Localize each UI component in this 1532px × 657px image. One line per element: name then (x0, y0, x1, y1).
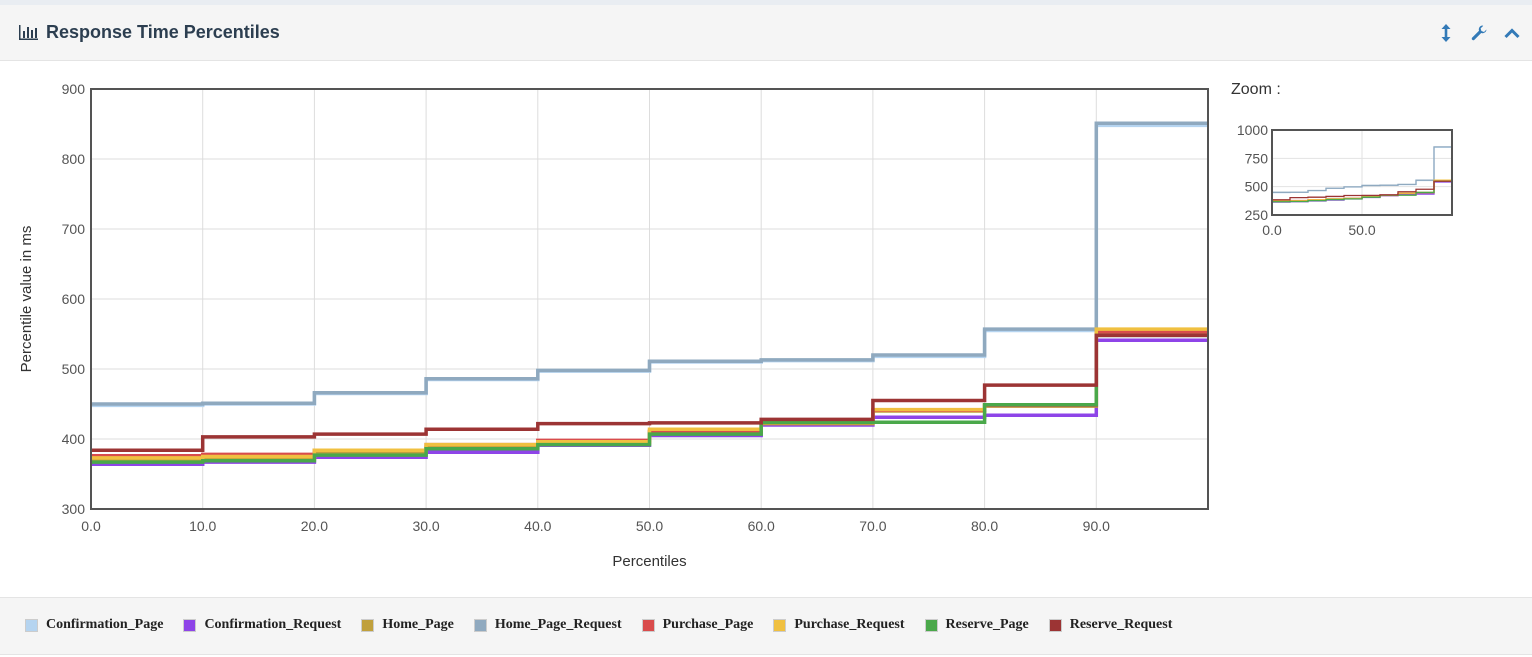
legend-label: Home_Page (382, 617, 454, 632)
legend: Confirmation_Page Confirmation_Request Hom… (0, 598, 1532, 652)
legend-swatch (25, 618, 38, 632)
percentile-chart[interactable]: 0.0 10.0 20.0 30.0 40.0 50.0 60.0 70.0 80.0 90.0 9… (0, 61, 1225, 596)
legend-swatch (924, 618, 938, 632)
legend-label: Reserve_Page (945, 617, 1029, 632)
legend-label: Confirmation_Page (46, 617, 164, 632)
legend-item-purchase-request[interactable]: Purchase_Request (773, 617, 905, 633)
legend-label: Reserve_Request (1069, 617, 1173, 632)
y-tick-label: 700 (62, 221, 86, 237)
legend-label: Purchase_Page (662, 617, 754, 632)
legend-item-confirmation-page[interactable]: Confirmation_Page (25, 617, 163, 633)
x-tick-label: 70.0 (859, 518, 886, 534)
legend-bar: Confirmation_Page Confirmation_Request Hom… (0, 597, 1532, 655)
chart-area: 0.0 10.0 20.0 30.0 40.0 50.0 60.0 70.0 80.0 90.0 9… (0, 61, 1532, 596)
legend-item-home-page-request[interactable]: Home_Page_Request (473, 617, 622, 633)
panel-tools (1423, 23, 1522, 43)
series-line-reserve-request[interactable] (91, 333, 1208, 452)
panel-header: Response Time Percentiles (0, 5, 1532, 61)
zoom-y-tick-label: 250 (1245, 207, 1269, 223)
legend-label: Home_Page_Request (494, 617, 622, 632)
x-tick-label: 40.0 (524, 518, 551, 534)
zoom-label: Zoom : (1231, 81, 1281, 98)
x-tick-label: 90.0 (1083, 518, 1110, 534)
legend-item-purchase-page[interactable]: Purchase_Page (641, 617, 754, 633)
plot-frame (90, 88, 1209, 510)
legend-swatch (473, 618, 487, 632)
zoom-frame (1271, 129, 1453, 216)
x-tick-label: 60.0 (748, 518, 775, 534)
legend-swatch (641, 618, 655, 632)
x-tick-label: 80.0 (971, 518, 998, 534)
y-tick-label: 800 (62, 151, 86, 167)
top-strip (0, 0, 1532, 5)
x-tick-label: 50.0 (636, 518, 663, 534)
x-tick-label: 10.0 (189, 518, 216, 534)
x-tick-label: 30.0 (412, 518, 439, 534)
legend-label: Confirmation_Request (204, 617, 342, 632)
legend-label: Purchase_Request (794, 617, 905, 632)
zoom-series-line-reserve-page (1272, 180, 1452, 203)
zoom-x-tick-label: 50.0 (1348, 222, 1375, 238)
zoom-series-line-reserve-request (1272, 180, 1452, 201)
x-axis-title: Percentiles (612, 553, 686, 570)
legend-item-confirmation-request[interactable]: Confirmation_Request (183, 617, 341, 633)
series-line-reserve-page[interactable] (91, 333, 1208, 464)
panel-title-text: Response Time Percentiles (46, 22, 280, 42)
y-tick-label: 600 (62, 291, 86, 307)
legend-swatch (361, 618, 375, 632)
legend-swatch (183, 618, 197, 632)
chevron-up-icon[interactable] (1502, 23, 1522, 43)
zoom-y-tick-label: 500 (1245, 179, 1269, 195)
panel-title: Response Time Percentiles (19, 22, 280, 43)
legend-item-reserve-page[interactable]: Reserve_Page (924, 617, 1029, 633)
wrench-icon[interactable] (1469, 23, 1489, 43)
bar-chart-icon (19, 25, 38, 40)
legend-item-reserve-request[interactable]: Reserve_Request (1048, 617, 1173, 633)
legend-item-home-page[interactable]: Home_Page (361, 617, 454, 633)
y-axis-title: Percentile value in ms (18, 226, 35, 373)
legend-swatch (773, 618, 787, 632)
y-tick-label: 900 (62, 81, 86, 97)
legend-swatch (1048, 618, 1062, 632)
y-tick-label: 400 (62, 431, 86, 447)
y-tick-label: 500 (62, 361, 86, 377)
x-tick-label: 20.0 (301, 518, 328, 534)
y-tick-label: 300 (62, 501, 86, 517)
zoom-y-tick-label: 750 (1245, 150, 1269, 166)
zoom-x-tick-label: 0.0 (1262, 222, 1282, 238)
resize-vertical-icon[interactable] (1436, 23, 1456, 43)
zoom-y-tick-label: 1000 (1237, 122, 1268, 138)
series-line-home-page-request[interactable] (91, 121, 1208, 406)
x-tick-label: 0.0 (81, 518, 101, 534)
zoom-series-line-home-page-request (1272, 146, 1452, 193)
